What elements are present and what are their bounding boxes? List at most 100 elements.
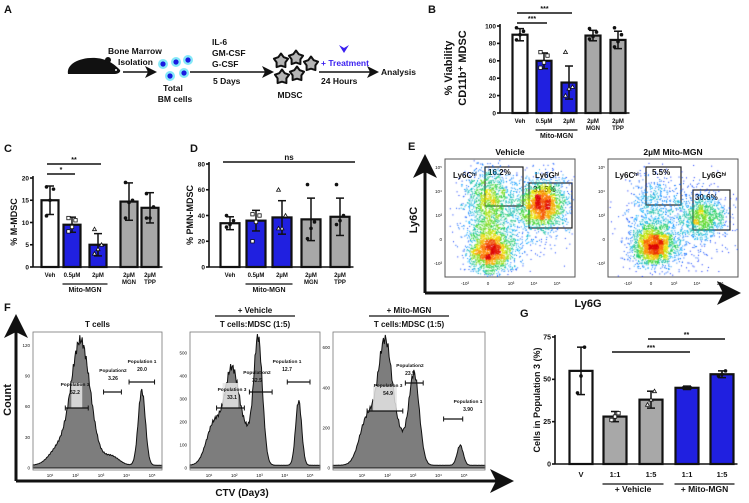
data-point <box>144 191 149 196</box>
cytokine-gmcsf: GM-CSF <box>212 48 246 58</box>
duration-label: 5 Days <box>213 76 241 86</box>
data-point <box>587 26 592 31</box>
y-axis-label: Ly6C <box>408 207 420 234</box>
population-value: 52.2 <box>70 390 80 396</box>
y-tick-label: 10 <box>22 220 30 227</box>
y-tick-label: 200 <box>322 425 330 430</box>
data-point <box>51 187 56 191</box>
population-name: Population 1 <box>454 399 483 405</box>
total-label: Total <box>163 83 183 93</box>
data-point <box>648 396 654 402</box>
y-tick-label: 30 <box>25 435 31 440</box>
data-point <box>334 182 339 187</box>
data-point <box>334 222 339 227</box>
population-name: Population 3 <box>61 382 90 388</box>
x-tick-label: 10⁴ <box>435 473 442 478</box>
data-point <box>123 216 128 220</box>
group-label: + Vehicle <box>615 484 652 494</box>
histogram <box>332 334 486 469</box>
population-value: 32.5 <box>252 378 262 384</box>
panel-label-a: A <box>4 4 12 16</box>
data-point <box>612 45 617 49</box>
y-tick-label: 60 <box>198 187 206 194</box>
y-tick-label: 0 <box>547 461 551 468</box>
data-point <box>151 205 156 209</box>
x-tick-label: 2µM <box>92 273 104 279</box>
x-axis-label: CTV (Day3) <box>215 488 268 499</box>
data-point <box>541 60 547 65</box>
x-tick-label: V <box>578 470 583 479</box>
x-tick-label: TPP <box>334 280 346 286</box>
x-tick-label: 1:1 <box>610 470 621 479</box>
data-point <box>91 250 98 256</box>
x-tick-label: Veh <box>225 273 236 279</box>
x-tick-label: 10¹ <box>359 473 366 478</box>
y-tick-label: 0 <box>25 264 29 271</box>
x-tick-label: 2µM <box>144 273 156 279</box>
y-tick-label: 80 <box>198 161 206 168</box>
data-point <box>305 236 310 241</box>
y-axis-label: % M-MDSC <box>9 198 19 246</box>
data-point <box>609 417 614 423</box>
data-point <box>257 213 262 218</box>
group-label: Mito-MGN <box>252 287 285 294</box>
x-tick-label: 10³ <box>98 473 105 478</box>
gate-highlight <box>222 383 239 408</box>
y-tick-label: 200 <box>179 419 187 424</box>
population-value: 3.26 <box>108 376 118 382</box>
y-tick-label: 50 <box>543 377 551 384</box>
treatment-arrowhead-icon <box>339 45 349 53</box>
y-tick-label: 0 <box>602 237 605 242</box>
data-point <box>616 39 620 44</box>
x-tick-label: 0.5µM <box>248 273 265 279</box>
group-label: Mito-MGN <box>68 287 101 294</box>
bar <box>638 398 664 466</box>
mdsc-cells-icon <box>272 49 320 85</box>
y-tick-label: -10³ <box>434 261 443 266</box>
y-tick-label: 75 <box>543 334 551 341</box>
data-point <box>651 388 658 394</box>
population-name: Population 1 <box>128 359 157 365</box>
data-point <box>250 212 255 217</box>
x-tick-label: TPP <box>144 280 156 286</box>
group-label: Mito-MGN <box>540 133 573 140</box>
significance-label: ** <box>71 157 77 164</box>
y-tick-label: 80 <box>489 41 497 48</box>
x-tick-label: 10⁴ <box>531 281 538 286</box>
bar <box>511 33 529 115</box>
data-point <box>253 219 259 225</box>
mdsc-cell <box>272 52 290 69</box>
x-tick-label: 2µM <box>123 273 135 279</box>
data-point <box>144 216 149 220</box>
cell-nucleus <box>181 70 187 76</box>
treatment-time-label: 24 Hours <box>321 76 358 86</box>
data-point <box>566 85 572 91</box>
x-tick-label: MGN <box>586 126 600 132</box>
mdsc-label: MDSC <box>277 90 302 100</box>
data-point <box>224 213 229 218</box>
gate-highlight <box>71 383 83 408</box>
population-value: 23.5 <box>405 371 415 377</box>
x-tick-label: 2µM <box>334 273 346 279</box>
cell-nucleus <box>173 59 179 65</box>
data-point <box>521 29 526 34</box>
bone-marrow-label: Bone Marrow <box>108 46 162 56</box>
y-tick-label: 10⁵ <box>598 165 605 170</box>
data-point <box>309 226 313 231</box>
flow-plot-title: Vehicle <box>495 147 525 157</box>
bar <box>584 34 602 115</box>
data-point <box>44 214 49 218</box>
y-tick-label: 0 <box>327 466 330 471</box>
y-tick-label: 5 <box>25 242 29 249</box>
x-tick-label: 10² <box>72 473 79 478</box>
data-point <box>587 37 592 41</box>
histogram-header: + Vehicle <box>238 306 273 315</box>
x-tick-label: 10² <box>231 473 238 478</box>
x-tick-label: MGN <box>304 280 318 286</box>
data-point <box>616 411 621 416</box>
cell-nucleus <box>185 57 191 63</box>
population-name: Population 1 <box>273 359 302 365</box>
x-tick-label: 0 <box>487 281 490 286</box>
bm-cells-label: BM cells <box>158 94 193 104</box>
